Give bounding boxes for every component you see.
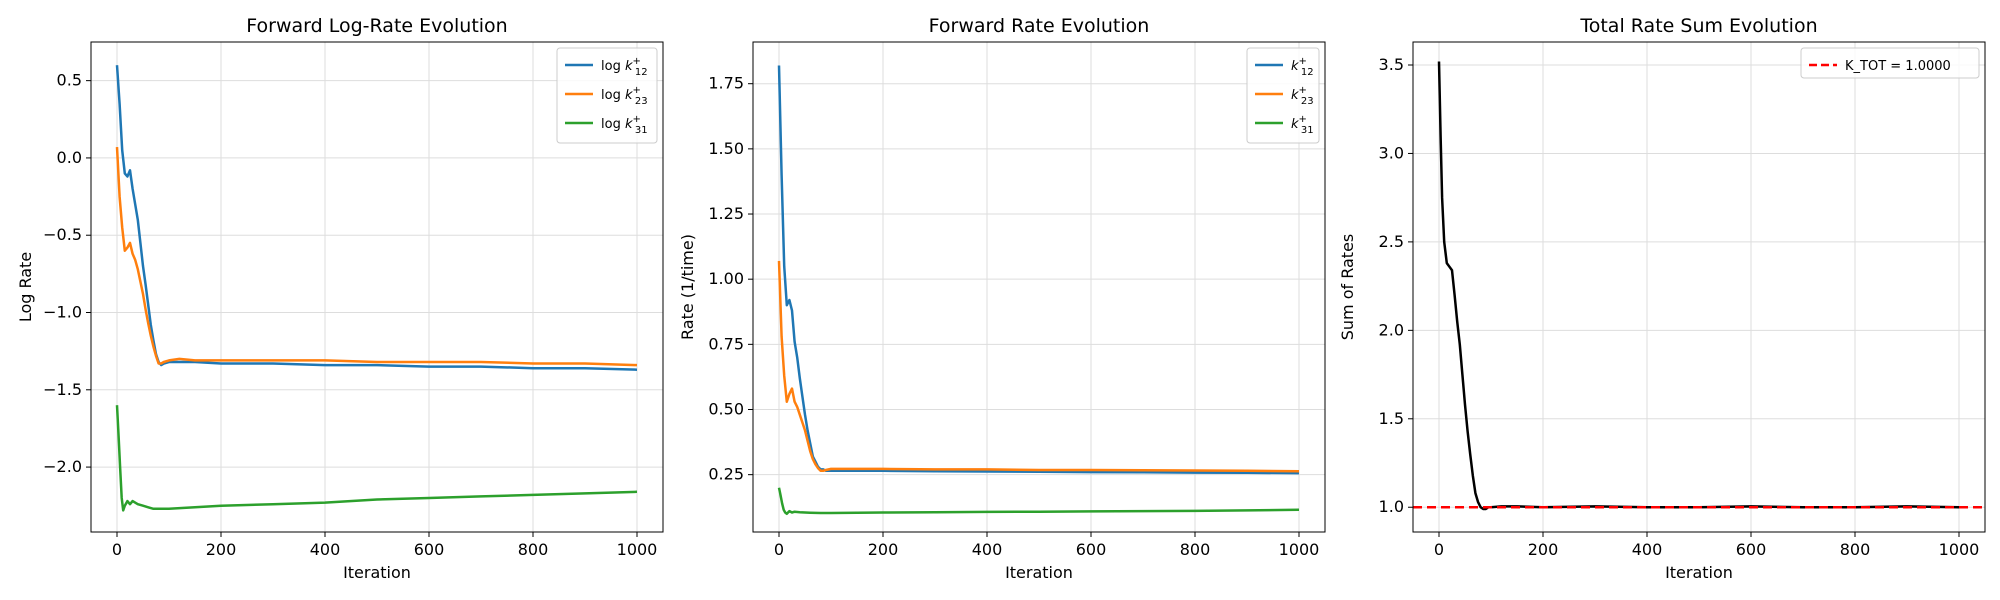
y-axis-label: Sum of Rates	[1338, 234, 1357, 341]
legend: k+ 12 k+ 23 k+ 31	[1246, 47, 1320, 144]
series-line	[777, 260, 1300, 473]
x-axis-label: Iteration	[343, 563, 411, 582]
chart-title: Forward Log-Rate Evolution	[246, 15, 507, 37]
y-tick-label: 1.25	[708, 204, 744, 223]
plot-area	[777, 65, 1300, 516]
y-tick-label: 2.5	[1379, 232, 1404, 251]
chart-panel-3: 0 200 400 600 800 1000 1.0 1.5 2.0 2.5 3.0 3.5 Total…	[1338, 15, 1986, 582]
series-line	[115, 147, 638, 367]
x-tick-label: 1000	[1279, 540, 1320, 559]
legend-label: k+ 23	[1291, 85, 1314, 107]
chart-title: Forward Rate Evolution	[929, 15, 1150, 37]
legend-label: k+ 31	[1291, 114, 1314, 136]
x-tick-label: 400	[310, 540, 341, 559]
y-axis-label: Log Rate	[16, 252, 35, 322]
series-line	[1437, 61, 1960, 511]
x-tick-label: 600	[414, 540, 445, 559]
plot-area	[1413, 61, 1985, 511]
series-line	[777, 65, 1300, 475]
y-tick-label: 0.75	[708, 334, 744, 353]
legend-frame	[1246, 47, 1320, 144]
y-tick-label: 1.75	[708, 74, 744, 93]
y-tick-label: 1.5	[1379, 409, 1404, 428]
y-tick-label: 0.5	[57, 71, 82, 90]
x-axis-label: Iteration	[1005, 563, 1073, 582]
legend-label: log k+ 12	[601, 56, 648, 78]
y-tick-label: 0.50	[708, 400, 744, 419]
legend-frame	[556, 47, 658, 144]
legend-label: K_TOT = 1.0000	[1845, 59, 1951, 74]
y-tick-label: 1.00	[708, 269, 744, 288]
y-tick-label: −1.0	[43, 303, 82, 322]
y-tick-label: −2.0	[43, 457, 82, 476]
y-tick-label: 2.0	[1379, 320, 1404, 339]
x-tick-label: 0	[112, 540, 122, 559]
y-tick-label: 3.5	[1379, 55, 1404, 74]
plot-frame	[752, 41, 1326, 533]
legend: log k+ 12 log k+ 23 log k+ 31	[556, 47, 658, 144]
y-axis-label: Rate (1/time)	[678, 234, 697, 340]
x-axis-label: Iteration	[1665, 563, 1733, 582]
y-tick-label: 1.50	[708, 139, 744, 158]
legend: K_TOT = 1.0000	[1800, 47, 1980, 79]
x-tick-label: 800	[1840, 540, 1871, 559]
x-tick-label: 0	[1434, 540, 1444, 559]
legend-label: log k+ 31	[601, 114, 648, 136]
chart-panel-1: 0 200 400 600 800 1000 −2.0 −1.5 −1.0 −0.5 0.0 0.5 F…	[16, 15, 664, 582]
y-tick-label: −1.5	[43, 380, 82, 399]
y-tick-label: 3.0	[1379, 143, 1404, 162]
y-tick-label: −0.5	[43, 225, 82, 244]
plot-frame	[1412, 41, 1986, 533]
x-tick-label: 1000	[1939, 540, 1980, 559]
x-tick-label: 1000	[617, 540, 658, 559]
x-tick-label: 600	[1076, 540, 1107, 559]
series-line	[777, 487, 1300, 516]
legend-frame	[1800, 47, 1980, 79]
plot-frame	[90, 41, 664, 533]
x-tick-label: 200	[1528, 540, 1559, 559]
series-line	[115, 405, 638, 512]
chart-title: Total Rate Sum Evolution	[1579, 15, 1817, 37]
y-tick-label: 0.25	[708, 465, 744, 484]
y-tick-label: 1.0	[1379, 497, 1404, 516]
y-tick-label: 0.0	[57, 148, 82, 167]
x-tick-label: 400	[972, 540, 1003, 559]
legend-label: log k+ 23	[601, 85, 648, 107]
chart-panel-2: 0 200 400 600 800 1000 0.25 0.50 0.75 1.00 1.25 1.5…	[678, 15, 1326, 582]
x-tick-label: 200	[206, 540, 237, 559]
x-tick-label: 0	[774, 540, 784, 559]
plot-area	[115, 65, 638, 512]
x-tick-label: 600	[1736, 540, 1767, 559]
x-tick-label: 200	[868, 540, 899, 559]
x-tick-label: 400	[1632, 540, 1663, 559]
legend-label: k+ 12	[1291, 56, 1314, 78]
x-tick-label: 800	[518, 540, 549, 559]
x-tick-label: 800	[1180, 540, 1211, 559]
